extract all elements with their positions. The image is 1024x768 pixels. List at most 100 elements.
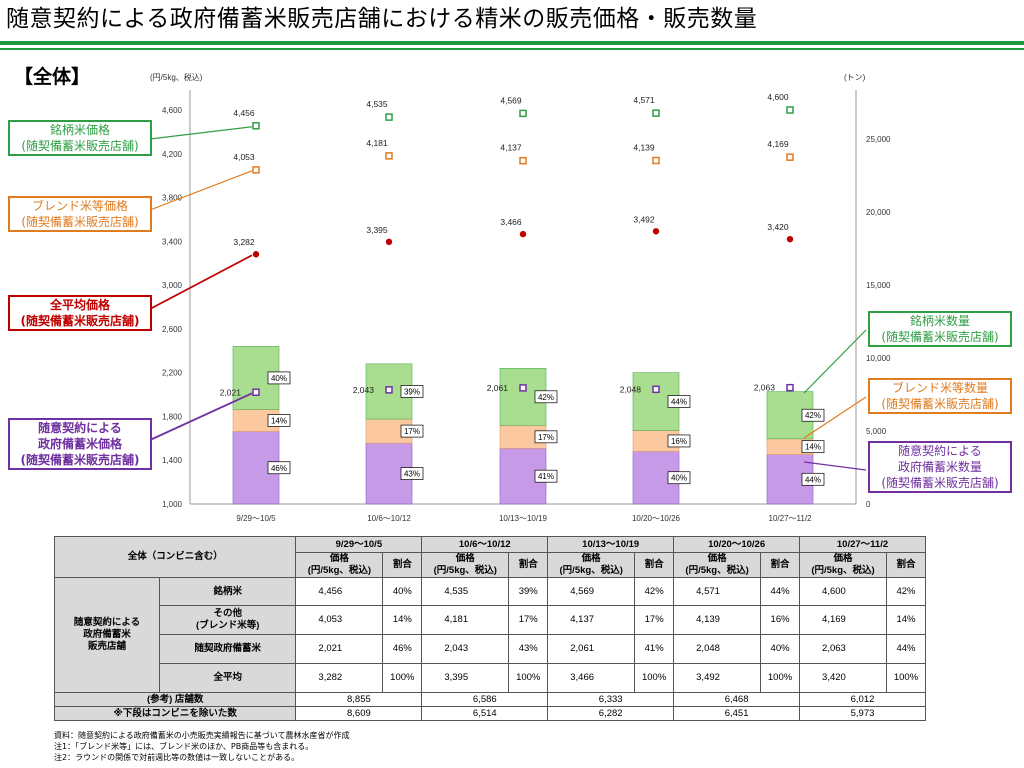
price-cell: 2,021 (295, 634, 384, 664)
brand-price-label: 4,600 (767, 92, 789, 102)
price-cell: 4,600 (799, 577, 887, 606)
table-row: 全平均 3,282 100% 3,395 100% 3,466 100% 3,492 1… (55, 663, 926, 693)
share-label-gov-box (534, 469, 558, 483)
average-price-marker (652, 228, 660, 235)
callout-line: 銘柄米価格 (49, 123, 110, 137)
brand-price-marker (652, 109, 660, 117)
price-subheader-line: (円/5kg、税込) (307, 565, 372, 576)
group-label-line: 販売店舗 (87, 641, 126, 652)
price-cell: 4,535 (421, 577, 510, 606)
stores-ex-cell: 6,282 (547, 706, 675, 721)
period-header: 10/20～10/26 (673, 536, 801, 553)
share-label-brand: 39% (404, 387, 420, 396)
gov-price-marker (385, 386, 393, 394)
share-label-brand-box (267, 371, 291, 385)
leader-blend-price (149, 170, 253, 211)
right-tick-label: 0 (866, 500, 871, 509)
share-label-gov: 43% (404, 470, 420, 479)
x-tick-label: 10/6～10/12 (367, 514, 411, 523)
callout-line: 銘柄米数量 (909, 314, 970, 328)
footnotes: 資料：随意契約による政府備蓄米の小売販売実績報告に基づいて農林水産省が作成 注1… (54, 730, 350, 763)
row-label: 随契政府備蓄米 (158, 634, 297, 664)
price-points: 4,456 4,053 3,282 2,021 4,535 4,181 3,395 2,043… (220, 92, 794, 397)
right-axis-label: (トン) (844, 73, 866, 82)
share-label-brand-box (400, 385, 424, 398)
group-label-line: 政府備蓄米 (83, 629, 131, 640)
price-cell: 2,048 (673, 634, 762, 664)
price-cell: 4,181 (421, 605, 510, 635)
stores-ex-cell: 8,609 (295, 706, 423, 721)
share-cell: 42% (634, 577, 675, 606)
price-cell: 2,043 (421, 634, 510, 664)
share-cell: 100% (760, 663, 801, 693)
period-header: 10/27～11/2 (799, 536, 926, 553)
blend-price-label: 4,137 (500, 143, 522, 153)
left-tick-label: 2,600 (162, 325, 183, 334)
average-price-label: 3,395 (366, 225, 388, 235)
price-subheader-line: 価格 (329, 553, 349, 564)
price-subheader-line: (円/5kg、税込) (811, 565, 875, 576)
callout-line: 随意契約による (38, 421, 122, 435)
share-label-blend: 17% (404, 427, 420, 436)
share-label-gov: 46% (271, 464, 287, 473)
callout-brand-price: 銘柄米価格 (随契備蓄米販売店舗) (8, 120, 152, 156)
share-cell: 100% (886, 663, 926, 693)
share-cell: 100% (382, 663, 423, 693)
share-label-blend-box (534, 430, 558, 444)
row-label-line: (ブレンド米等) (196, 620, 260, 631)
share-label-brand-box (667, 395, 691, 408)
brand-price-label: 4,456 (233, 108, 255, 118)
share-label-gov-box (267, 461, 291, 475)
price-cell: 4,137 (547, 605, 636, 635)
quantity-bars: 46% 14% 40% 43% 17% 39% 41% 17% 42% 40% 16% 44% 44% 1… (232, 346, 825, 505)
stores-ex-cell: 6,514 (421, 706, 549, 721)
stores-label: (参考) 店舗数 (53, 692, 297, 707)
price-cell: 2,063 (799, 634, 887, 664)
price-subheader: 価格 (円/5kg、税込) (547, 552, 636, 578)
share-subheader: 割合 (382, 552, 423, 578)
left-tick-label: 4,600 (162, 106, 183, 115)
share-label-blend-box (801, 440, 825, 454)
price-subheader-line: (円/5kg、税込) (685, 565, 749, 576)
leader-blend-qty (803, 396, 867, 439)
share-label-gov-box (400, 467, 424, 480)
stores-ex-cell: 5,973 (799, 706, 926, 721)
callout-line: 全平均価格 (49, 298, 110, 312)
callout-line: ブレンド米等数量 (891, 381, 988, 395)
callout-gov-qty: 随意契約による 政府備蓄米数量 (随契備蓄米販売店舗) (868, 441, 1012, 493)
callout-line: (随契備蓄米販売店舗) (21, 139, 139, 153)
blend-price-marker (519, 156, 527, 165)
left-tick-label: 1,400 (162, 456, 183, 465)
average-price-label: 3,466 (500, 217, 522, 227)
callout-line: (随契備蓄米販売店舗) (21, 215, 139, 229)
left-tick-label: 3,000 (162, 281, 183, 290)
gov-price-marker (652, 385, 660, 394)
left-tick-label: 3,800 (162, 194, 183, 203)
share-label-brand: 44% (671, 398, 687, 407)
leader-avg-price (149, 254, 253, 310)
average-price-marker (786, 235, 794, 243)
callout-line: (随契備蓄米販売店舗) (881, 397, 999, 411)
right-tick-label: 25,000 (866, 135, 891, 144)
left-tick-label: 1,000 (162, 500, 183, 509)
brand-price-marker (519, 109, 527, 118)
group-label-line: 随意契約による (73, 617, 141, 628)
gov-price-label: 2,048 (620, 384, 642, 394)
stores-cell: 6,468 (673, 692, 801, 707)
callout-line: (随契備蓄米販売店舗) (20, 314, 140, 328)
callout-line: (随契備蓄米販売店舗) (881, 476, 999, 490)
left-tick-label: 3,400 (162, 237, 183, 246)
share-label-blend-box (667, 434, 691, 448)
row-label: その他 (ブレンド米等) (158, 605, 297, 635)
stores-cell: 6,586 (421, 692, 549, 707)
average-price-label: 3,492 (633, 214, 655, 224)
right-tick-label: 20,000 (866, 208, 891, 217)
x-tick-label: 10/13～10/19 (499, 514, 548, 523)
gov-price-label: 2,061 (487, 383, 509, 393)
blend-price-label: 4,181 (366, 138, 388, 148)
stores-ex-cell: 6,451 (673, 706, 801, 721)
share-cell: 17% (508, 605, 549, 635)
price-cell: 4,569 (547, 577, 636, 606)
share-label-brand: 42% (805, 411, 821, 420)
gov-price-marker (519, 384, 527, 392)
